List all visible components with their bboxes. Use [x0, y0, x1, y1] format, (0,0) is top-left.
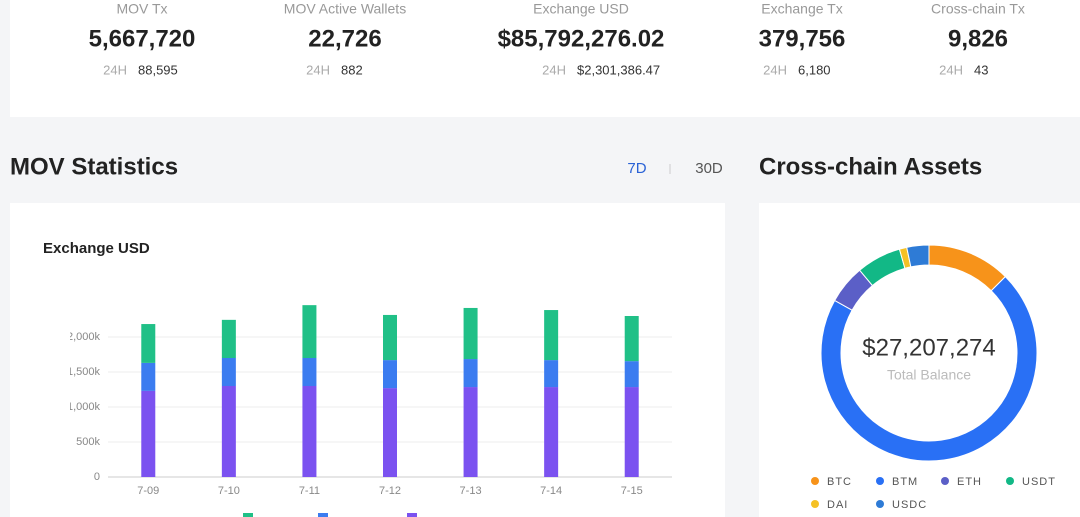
stat-change: 88,595: [138, 62, 178, 77]
total-label: Total Balance: [887, 367, 971, 383]
period-tab[interactable]: 30D: [695, 160, 723, 177]
stat-period: 24H: [939, 62, 963, 77]
total-value: $27,207,274: [862, 334, 995, 361]
y-tick-labels: 0 500k 1,000k 1,500k 2,000k: [67, 331, 101, 483]
bar-segment: [383, 360, 397, 389]
bar-segment: [624, 361, 639, 388]
bar-segment: [302, 386, 317, 477]
bar-segment: [544, 360, 559, 388]
legend-dot: [941, 477, 949, 485]
legend-dot: [1006, 477, 1014, 485]
x-tick-label: 7-15: [621, 485, 643, 497]
x-tick-label: 7-12: [379, 485, 401, 497]
legend-dot: [811, 500, 819, 508]
bar-segment: [624, 387, 639, 477]
legend-swatch: [407, 513, 417, 517]
stat-label: MOV Tx: [116, 1, 167, 17]
stat-value: 9,826: [948, 25, 1008, 52]
stats-card: [10, 0, 1080, 117]
donut-slice: [906, 244, 930, 268]
legend-label: USDT: [1022, 476, 1056, 488]
bar-segment: [624, 316, 639, 362]
bar-segment: [141, 324, 156, 363]
period-tab[interactable]: 7D: [627, 160, 646, 177]
y-tick-label: 0: [94, 471, 100, 483]
bar-segment: [544, 310, 559, 361]
stat-change: 6,180: [798, 62, 831, 77]
bar-segment: [383, 314, 397, 361]
chart-title: Exchange USD: [43, 240, 150, 257]
bar-segment: [383, 388, 397, 477]
bar-segment: [221, 319, 236, 358]
stat-period: 24H: [542, 62, 566, 77]
stat-value: $85,792,276.02: [498, 25, 665, 52]
bar-segment: [463, 359, 478, 388]
x-tick-label: 7-09: [137, 485, 159, 497]
bar-segment: [463, 307, 478, 360]
legend-label: BTM: [892, 476, 918, 488]
section-title: MOV Statistics: [10, 153, 178, 180]
legend-label: BTC: [827, 476, 852, 488]
bar-segment: [302, 358, 317, 386]
stat-label: Cross-chain Tx: [931, 1, 1025, 17]
chart-card: [10, 203, 725, 517]
stat-change: 882: [341, 62, 363, 77]
stat-period: 24H: [306, 62, 330, 77]
legend-dot: [876, 477, 884, 485]
stat-label: MOV Active Wallets: [284, 1, 406, 17]
bar-segment: [221, 386, 236, 477]
stat-period: 24H: [103, 62, 127, 77]
legend-label: ETH: [957, 476, 982, 488]
stat-label: Exchange USD: [533, 1, 629, 17]
section-title: Cross-chain Assets: [759, 153, 982, 180]
stat-period: 24H: [763, 62, 787, 77]
legend-label: USDC: [892, 499, 927, 511]
bar-segment: [302, 305, 317, 358]
stat-value: 379,756: [759, 25, 846, 52]
stat-label: Exchange Tx: [761, 1, 842, 17]
stat-change: $2,301,386.47: [577, 62, 660, 77]
x-tick-label: 7-13: [460, 485, 482, 497]
y-tick-label: 1,000k: [67, 401, 101, 413]
x-tick-label: 7-10: [218, 485, 240, 497]
legend-swatch: [318, 513, 328, 517]
bar-segment: [463, 387, 478, 477]
x-tick-label: 7-11: [299, 485, 320, 497]
donut-slice: [820, 275, 1038, 462]
y-tick-label: 1,500k: [67, 366, 101, 378]
bar-segment: [544, 387, 559, 477]
legend-dot: [811, 477, 819, 485]
legend-swatch: [243, 513, 253, 517]
bar-segment: [141, 390, 156, 477]
legend-label: DAI: [827, 499, 848, 511]
stat-value: 5,667,720: [89, 25, 196, 52]
stat-value: 22,726: [308, 25, 381, 52]
legend-dot: [876, 500, 884, 508]
x-tick-label: 7-14: [540, 485, 562, 497]
bar-segment: [221, 358, 236, 386]
bar-segment: [141, 362, 156, 391]
y-tick-label: 2,000k: [67, 331, 101, 343]
stat-change: 43: [974, 62, 988, 77]
y-tick-label: 500k: [76, 436, 100, 448]
